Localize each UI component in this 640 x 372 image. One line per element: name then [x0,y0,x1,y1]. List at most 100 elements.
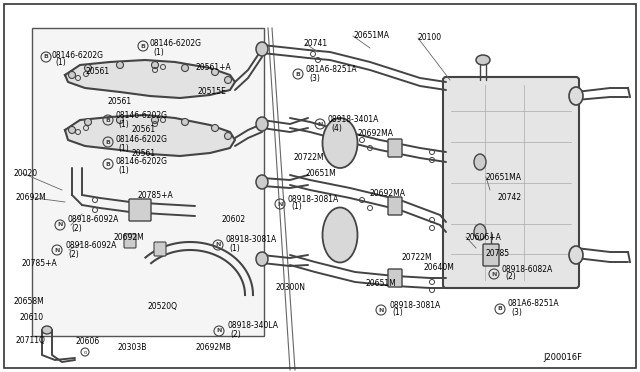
Ellipse shape [225,77,232,83]
Text: (2): (2) [71,224,82,232]
Bar [32,28,264,336]
Ellipse shape [84,64,92,71]
Ellipse shape [474,224,486,240]
Text: (1): (1) [55,58,66,67]
Text: 20658M: 20658M [13,298,44,307]
Text: 20785+A: 20785+A [22,259,58,267]
Ellipse shape [256,252,268,266]
FancyBboxPatch shape [154,242,166,256]
Text: (1): (1) [118,144,129,153]
Ellipse shape [68,71,76,78]
Text: N: N [317,122,323,126]
Text: 20515E: 20515E [198,87,227,96]
Ellipse shape [182,119,189,125]
Ellipse shape [323,118,358,168]
Ellipse shape [42,326,52,334]
Text: 08146-6202G: 08146-6202G [115,112,167,121]
Text: (1): (1) [153,48,164,57]
Text: 20640M: 20640M [424,263,455,272]
Text: 20561+A: 20561+A [195,64,231,73]
Text: 20606+A: 20606+A [466,232,502,241]
Text: 08918-3081A: 08918-3081A [389,301,440,310]
Text: (4): (4) [331,124,342,132]
Text: 20651MA: 20651MA [353,32,389,41]
Text: N: N [215,243,221,247]
Ellipse shape [476,55,490,65]
Text: N: N [277,202,283,206]
Ellipse shape [211,125,218,131]
Text: 20300N: 20300N [276,283,306,292]
FancyBboxPatch shape [129,199,151,221]
Text: (3): (3) [511,308,522,317]
Text: N: N [492,272,497,276]
Text: 20711Q: 20711Q [16,336,46,344]
FancyBboxPatch shape [483,244,499,266]
Text: 08146-6202G: 08146-6202G [52,51,104,60]
Text: 08918-6092A: 08918-6092A [65,241,116,250]
Ellipse shape [256,175,268,189]
Ellipse shape [152,116,159,124]
Ellipse shape [116,116,124,124]
Text: N: N [58,222,63,228]
Text: (2): (2) [505,273,516,282]
Polygon shape [65,115,235,156]
Text: 081A6-8251A: 081A6-8251A [508,299,559,308]
Text: B: B [141,44,145,48]
Text: B: B [296,71,300,77]
Text: 20692MA: 20692MA [370,189,406,198]
Polygon shape [65,60,235,98]
Text: (3): (3) [309,74,320,83]
Ellipse shape [256,117,268,131]
Text: (2): (2) [230,330,241,339]
Ellipse shape [323,208,358,263]
Ellipse shape [116,61,124,68]
Text: 20606: 20606 [76,337,100,346]
Ellipse shape [569,87,583,105]
Text: 20722M: 20722M [402,253,433,262]
Ellipse shape [569,246,583,264]
Text: 20742: 20742 [498,193,522,202]
Text: N: N [378,308,384,312]
Text: 08146-6202G: 08146-6202G [115,135,167,144]
Ellipse shape [474,154,486,170]
Ellipse shape [182,64,189,71]
Text: 20303B: 20303B [118,343,147,352]
Ellipse shape [256,42,268,56]
Text: 20785: 20785 [486,250,510,259]
FancyBboxPatch shape [388,139,402,157]
Text: 20561: 20561 [132,125,156,135]
Text: J200016F: J200016F [543,353,582,362]
Text: (1): (1) [118,119,129,128]
Ellipse shape [152,61,159,68]
Text: B: B [497,307,502,311]
Text: 081A6-8251A: 081A6-8251A [306,65,358,74]
Text: 20722M: 20722M [293,153,324,161]
Text: 20651MA: 20651MA [486,173,522,182]
Text: 08918-6082A: 08918-6082A [502,264,553,273]
Ellipse shape [68,126,76,134]
Text: (2): (2) [68,250,79,259]
Text: (1): (1) [229,244,240,253]
Ellipse shape [225,132,232,140]
Text: 20692MA: 20692MA [358,128,394,138]
Text: 20651M: 20651M [366,279,397,289]
Text: N: N [216,328,221,334]
Text: 20651M: 20651M [305,169,336,177]
FancyBboxPatch shape [124,234,136,248]
Text: o: o [83,350,86,355]
FancyBboxPatch shape [443,77,579,288]
Ellipse shape [211,68,218,76]
Text: 20520Q: 20520Q [148,302,178,311]
Text: 20561: 20561 [85,67,109,77]
Text: 20020: 20020 [14,169,38,177]
Text: (1): (1) [291,202,301,212]
Text: 08918-3401A: 08918-3401A [328,115,380,125]
Text: 08918-6092A: 08918-6092A [68,215,120,224]
Text: 20100: 20100 [418,33,442,42]
FancyBboxPatch shape [388,269,402,287]
Text: 20692MB: 20692MB [196,343,232,352]
Text: (1): (1) [118,166,129,174]
Text: 20741: 20741 [303,39,327,48]
Text: 20785+A: 20785+A [137,192,173,201]
Text: 20602: 20602 [222,215,246,224]
